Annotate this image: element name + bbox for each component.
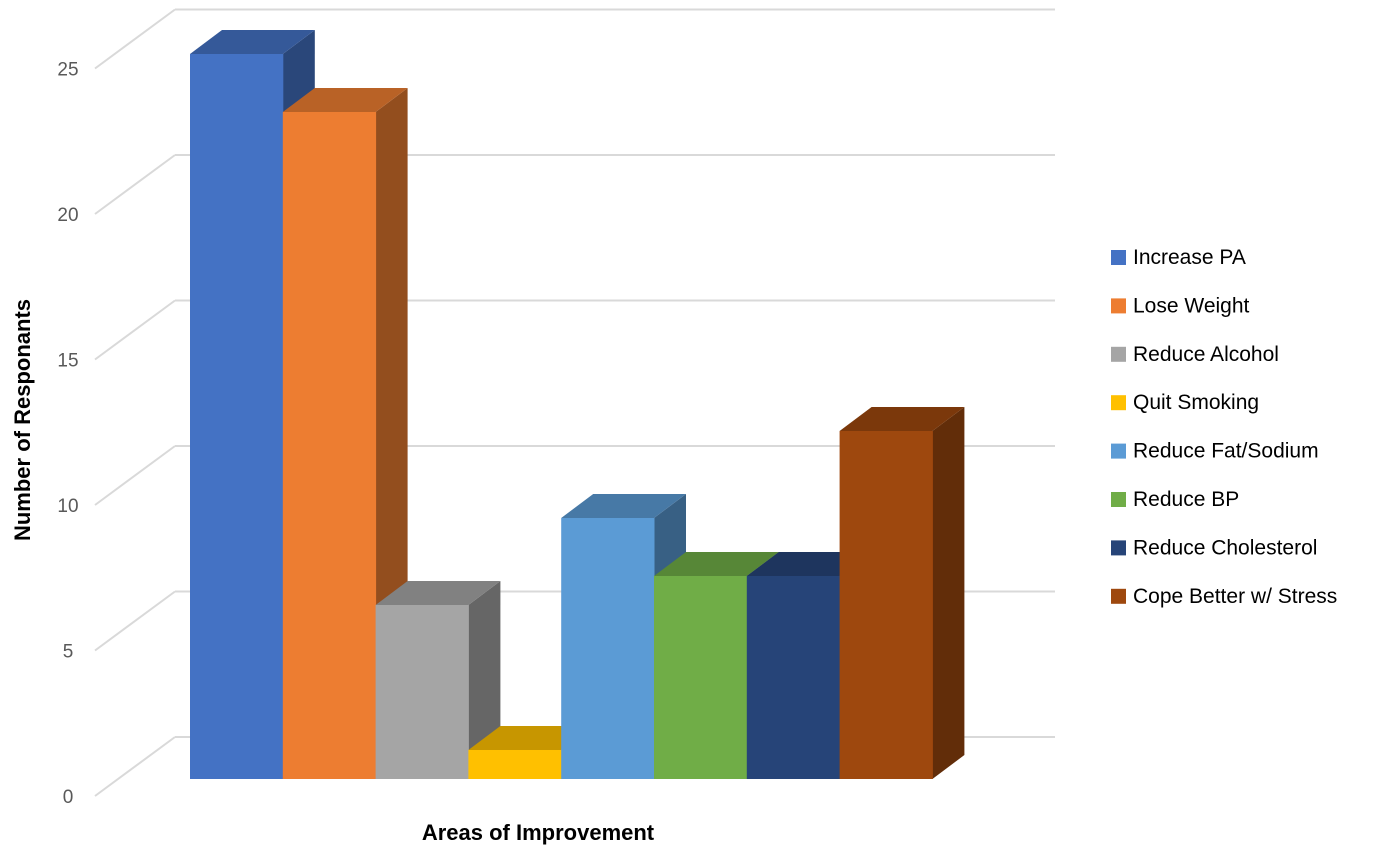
bar-top: [190, 30, 315, 54]
bar-side: [468, 581, 501, 779]
legend: Increase PA Lose Weight Reduce Alcohol Quit…: [1111, 246, 1337, 608]
bar-front: [561, 518, 655, 779]
legend-swatch: [1111, 540, 1126, 556]
legend-label: Reduce Alcohol: [1133, 343, 1279, 366]
bar-top: [839, 407, 965, 431]
legend-swatch: [1111, 298, 1126, 314]
y-axis-tick-labels: 0 5 10 15 20 25: [57, 60, 78, 809]
legend-label: Cope Better w/ Stress: [1133, 585, 1337, 608]
y-tick-label: 5: [63, 642, 74, 663]
legend-label: Reduce Cholesterol: [1133, 536, 1317, 559]
y-tick-label: 25: [57, 60, 78, 81]
bar-front: [746, 576, 841, 779]
legend-item: Cope Better w/ Stress: [1111, 585, 1337, 608]
legend-item: Lose Weight: [1111, 294, 1250, 317]
y-tick-label: 20: [57, 205, 78, 226]
legend-label: Quit Smoking: [1133, 391, 1259, 414]
legend-item: Quit Smoking: [1111, 391, 1259, 414]
legend-swatch: [1111, 395, 1126, 411]
legend-label: Increase PA: [1133, 246, 1246, 269]
bar-side: [932, 407, 965, 779]
legend-label: Reduce BP: [1133, 488, 1239, 511]
bar-front: [654, 576, 748, 779]
bar-front: [190, 54, 284, 779]
legend-label: Reduce Fat/Sodium: [1133, 440, 1319, 463]
legend-item: Reduce Fat/Sodium: [1111, 440, 1319, 463]
bar-front: [839, 431, 933, 779]
legend-item: Reduce BP: [1111, 488, 1239, 511]
bar-top: [282, 88, 408, 112]
gridline-side: [94, 590, 176, 652]
y-axis-title: Number of Responants: [10, 299, 35, 541]
y-tick-label: 0: [63, 787, 74, 808]
legend-label: Lose Weight: [1133, 294, 1250, 317]
legend-item: Increase PA: [1111, 246, 1246, 269]
gridline-side: [94, 736, 176, 797]
x-axis-title: Areas of Improvement: [422, 820, 655, 845]
bar-front: [468, 750, 562, 779]
bars: [190, 30, 965, 779]
legend-swatch: [1111, 443, 1126, 459]
legend-swatch: [1111, 588, 1126, 604]
bar: [839, 407, 965, 779]
bar-front: [282, 112, 377, 779]
legend-item: Reduce Alcohol: [1111, 343, 1279, 366]
gridline-side: [94, 8, 176, 70]
legend-swatch: [1111, 492, 1126, 507]
bar: [375, 581, 501, 779]
gridline-side: [94, 445, 176, 506]
gridline-side: [94, 154, 176, 215]
legend-swatch: [1111, 346, 1126, 362]
bar-top: [561, 494, 686, 518]
y-tick-label: 15: [57, 351, 78, 372]
gridline-side: [94, 299, 176, 361]
bar-top: [375, 581, 501, 605]
legend-swatch: [1111, 250, 1126, 265]
bar-front: [375, 605, 469, 779]
legend-item: Reduce Cholesterol: [1111, 536, 1317, 559]
y-tick-label: 10: [57, 496, 78, 517]
bar-top: [654, 552, 779, 576]
